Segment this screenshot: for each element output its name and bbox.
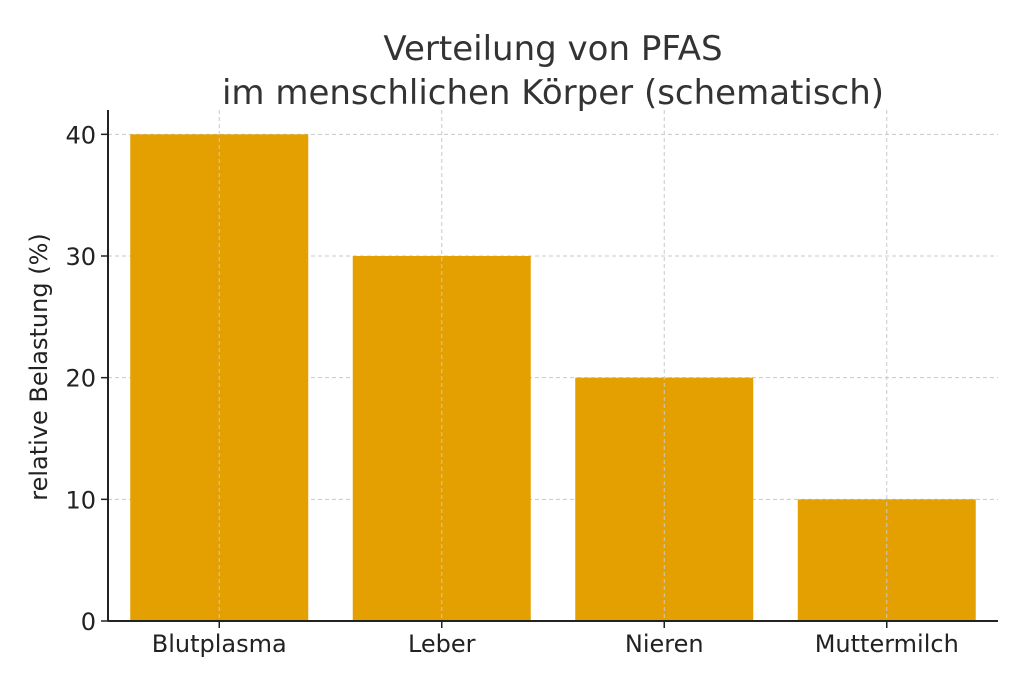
y-tick-label: 30 — [65, 243, 96, 271]
chart-title-line-1: Verteilung von PFAS — [383, 29, 722, 69]
chart-title-line-2: im menschlichen Körper (schematisch) — [222, 73, 884, 113]
x-tick-label: Muttermilch — [815, 630, 959, 658]
x-tick-label: Leber — [408, 630, 476, 658]
y-tick-label: 10 — [65, 486, 96, 514]
x-tick-label: Blutplasma — [152, 630, 287, 658]
x-tick-label: Nieren — [625, 630, 704, 658]
y-axis-label: relative Belastung (%) — [25, 233, 53, 501]
y-tick-label: 20 — [65, 365, 96, 393]
tick-labels: 0 10 20 30 40 Blutplasma Leber Nieren Muttermilc… — [65, 121, 958, 658]
y-tick-label: 40 — [65, 121, 96, 149]
y-tick-label: 0 — [81, 608, 96, 636]
bars — [130, 110, 976, 622]
